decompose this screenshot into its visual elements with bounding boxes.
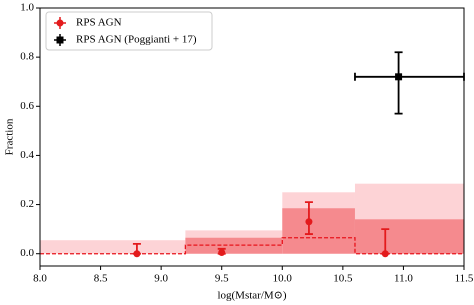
point <box>133 250 141 258</box>
band-inner <box>282 208 355 254</box>
point <box>381 250 389 258</box>
y-tick-label: 0.8 <box>20 51 34 63</box>
legend-marker <box>56 19 64 27</box>
y-tick-label: 0.2 <box>20 198 34 210</box>
band-inner <box>185 237 283 254</box>
point <box>395 73 403 81</box>
y-error-bar <box>304 201 313 235</box>
x-axis-label: log(Mstar/M⊙) <box>217 290 286 302</box>
x-tick-label: 11.5 <box>455 273 474 285</box>
point <box>305 218 313 226</box>
band-inner <box>354 219 464 254</box>
y-axis-label: Fraction <box>4 118 16 155</box>
x-tick-label: 10.0 <box>273 273 293 285</box>
y-tick-label: 0.6 <box>20 100 34 112</box>
step-line <box>40 237 464 255</box>
y-tick-label: 0.4 <box>20 149 34 161</box>
band-outer <box>40 240 186 254</box>
x-tick-label: 11.0 <box>394 273 413 285</box>
x-tick-label: 9.0 <box>154 273 168 285</box>
y-tick-label: 1.0 <box>20 2 34 14</box>
y-tick-label: 0.0 <box>20 247 34 259</box>
x-tick-label: 8.5 <box>94 273 108 285</box>
x-tick-label: 8.0 <box>33 273 47 285</box>
legend-label: RPS AGN <box>76 17 122 29</box>
plot-frame <box>39 7 465 267</box>
x-tick-label: 10.5 <box>333 273 353 285</box>
point <box>218 248 226 256</box>
x-tick-label: 9.5 <box>215 273 229 285</box>
y-error-bar <box>394 51 403 115</box>
legend-label: RPS AGN (Poggianti + 17) <box>76 34 197 46</box>
x-error-bar <box>354 72 465 81</box>
legend-marker <box>56 36 64 44</box>
legend-box <box>45 11 213 51</box>
